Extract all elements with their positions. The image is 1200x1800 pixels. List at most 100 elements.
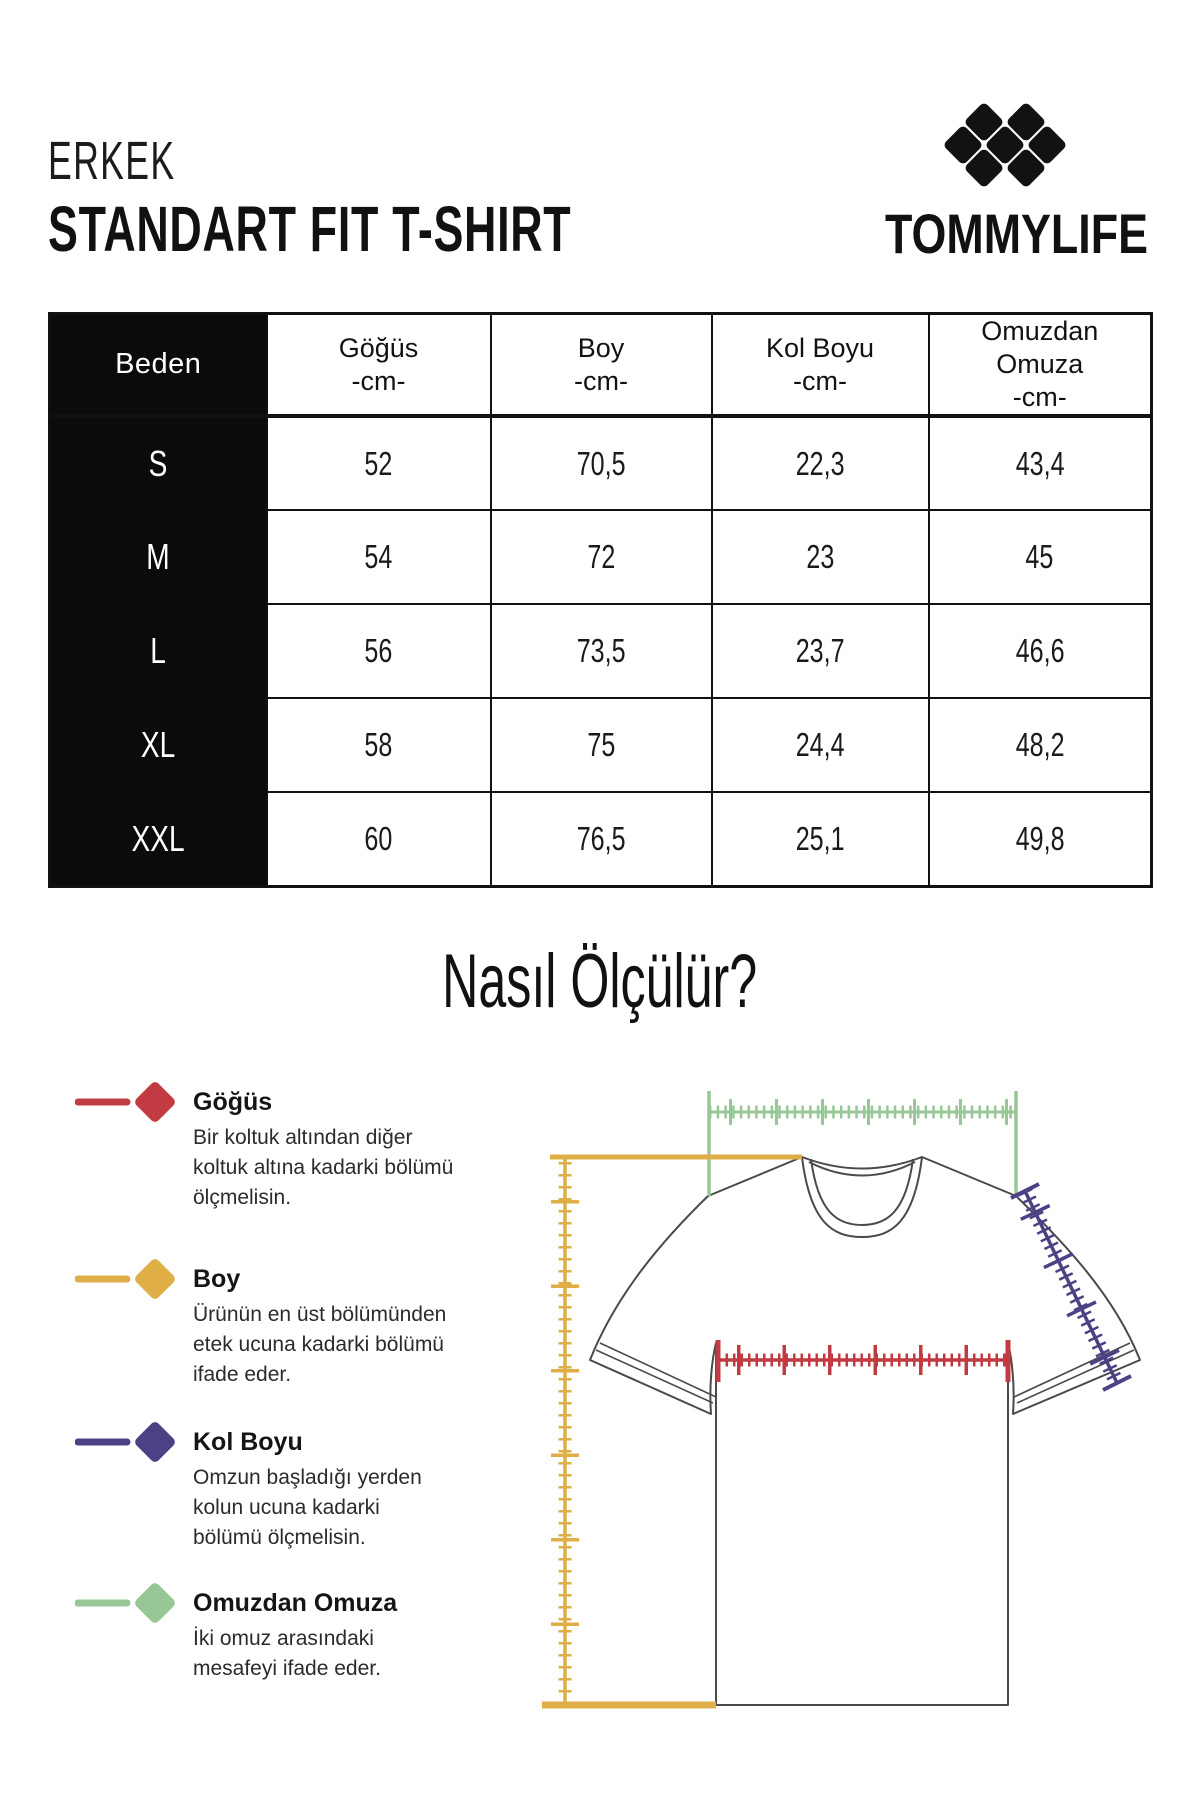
size-value: M xyxy=(146,536,170,577)
legend-item-length: Boy Ürünün en üst bölümünden etek ucuna … xyxy=(75,1259,495,1390)
sleeve-ruler xyxy=(1010,1182,1132,1392)
cell-value: 52 xyxy=(364,444,393,482)
cell-value: 22,3 xyxy=(795,444,845,482)
chest-diamond-icon xyxy=(75,1082,175,1122)
size-label: M xyxy=(48,509,268,605)
column-unit: -cm- xyxy=(351,365,406,396)
cell-value: 76,5 xyxy=(576,819,626,857)
category-title: ERKEK xyxy=(48,131,176,191)
size-label: XL xyxy=(48,697,268,793)
table-cell: 70,5 xyxy=(489,415,713,511)
column-label: Omuza xyxy=(996,349,1084,379)
table-cell: 23,7 xyxy=(710,603,930,699)
table-row: XXL 60 76,5 25,1 49,8 xyxy=(48,791,1153,887)
column-header-length: Boy -cm- xyxy=(489,312,713,418)
brand-block: TOMMYLIFE xyxy=(855,95,1155,266)
table-cell: 56 xyxy=(265,603,492,699)
measure-section: Nasıl Ölçülür? xyxy=(0,938,1200,1026)
size-value: L xyxy=(150,630,167,671)
column-unit: -cm- xyxy=(574,365,628,396)
cell-value: 49,8 xyxy=(1015,819,1065,857)
cell-value: 43,4 xyxy=(1015,444,1065,482)
table-cell: 22,3 xyxy=(710,415,930,511)
column-label: Boy xyxy=(577,332,625,363)
table-cell: 72 xyxy=(489,509,713,605)
chest-ruler xyxy=(715,1340,1011,1382)
table-cell: 48,2 xyxy=(927,697,1153,793)
size-label: L xyxy=(48,603,268,699)
cell-value: 73,5 xyxy=(576,632,626,669)
brand-name: TOMMYLIFE xyxy=(885,202,1148,265)
table-cell: 75 xyxy=(489,697,713,793)
legend-title: Göğüs xyxy=(193,1088,273,1116)
legend-description: Bir koltuk altından diğer koltuk altına … xyxy=(193,1126,454,1209)
cell-value: 54 xyxy=(364,538,393,575)
sleeve-diamond-icon xyxy=(75,1422,175,1462)
table-cell: 49,8 xyxy=(927,791,1153,887)
table-row: S 52 70,5 22,3 43,4 xyxy=(48,415,1153,511)
table-cell: 23 xyxy=(710,509,930,605)
table-row: M 54 72 23 45 xyxy=(48,509,1153,605)
cell-value: 70,5 xyxy=(576,444,626,482)
table-cell: 52 xyxy=(265,415,492,511)
cell-value: 48,2 xyxy=(1015,726,1065,763)
cell-value: 24,4 xyxy=(795,726,845,763)
table-cell: 45 xyxy=(927,509,1153,605)
legend-item-chest: Göğüs Bir koltuk altından diğer koltuk a… xyxy=(75,1082,495,1213)
size-value: S xyxy=(148,442,168,484)
table-cell: 25,1 xyxy=(710,791,930,887)
legend-title: Kol Boyu xyxy=(193,1428,303,1456)
legend-title: Omuzdan Omuza xyxy=(193,1589,398,1617)
table-cell: 58 xyxy=(265,697,492,793)
shoulder-diamond-icon xyxy=(75,1583,175,1623)
cell-value: 46,6 xyxy=(1015,632,1065,669)
table-cell: 54 xyxy=(265,509,492,605)
shoulder-ruler xyxy=(707,1091,1018,1196)
legend-item-sleeve: Kol Boyu Omzun başladığı yerden kolun uc… xyxy=(75,1422,495,1553)
column-header-shoulder: Omuzdan Omuza -cm- xyxy=(927,312,1153,418)
size-label: S xyxy=(48,415,268,511)
cell-value: 45 xyxy=(1025,538,1054,575)
cell-value: 72 xyxy=(587,538,615,575)
column-header-chest: Göğüs -cm- xyxy=(265,312,492,418)
size-value: XXL xyxy=(131,817,185,859)
length-ruler xyxy=(542,1154,802,1709)
table-cell: 24,4 xyxy=(710,697,930,793)
column-label: Göğüs xyxy=(338,332,419,363)
column-unit: -cm- xyxy=(793,365,847,396)
measure-legend: Göğüs Bir koltuk altından diğer koltuk a… xyxy=(75,1082,495,1684)
size-value: XL xyxy=(141,724,176,765)
cell-value: 23 xyxy=(806,538,834,575)
cell-value: 23,7 xyxy=(795,632,845,669)
column-unit: -cm- xyxy=(1012,382,1067,412)
column-label: Kol Boyu xyxy=(765,332,875,363)
legend-description: İki omuz arasındaki mesafeyi ifade eder. xyxy=(193,1627,381,1680)
cell-value: 75 xyxy=(587,726,615,763)
length-diamond-icon xyxy=(75,1259,175,1299)
cell-value: 60 xyxy=(364,819,393,857)
column-label: Omuzdan xyxy=(981,316,1099,346)
measure-title: Nasıl Ölçülür? xyxy=(442,939,758,1024)
cell-value: 58 xyxy=(364,726,393,763)
cell-value: 56 xyxy=(364,632,393,669)
size-label: XXL xyxy=(48,791,268,887)
tshirt-measurement-diagram xyxy=(542,1091,1141,1709)
product-title: STANDART FIT T-SHIRT xyxy=(48,193,572,265)
table-cell: 60 xyxy=(265,791,492,887)
size-table: Beden Göğüs -cm- Boy -cm- Kol Boyu -cm- … xyxy=(48,312,1153,888)
table-cell: 46,6 xyxy=(927,603,1153,699)
table-cell: 73,5 xyxy=(489,603,713,699)
table-cell: 43,4 xyxy=(927,415,1153,511)
brand-diamonds-logo-icon xyxy=(944,103,1066,187)
legend-description: Ürünün en üst bölümünden etek ucuna kada… xyxy=(193,1303,447,1386)
tshirt-outline xyxy=(589,1156,1141,1706)
cell-value: 25,1 xyxy=(795,819,845,857)
legend-title: Boy xyxy=(193,1265,241,1293)
table-row: L 56 73,5 23,7 46,6 xyxy=(48,603,1153,699)
table-cell: 76,5 xyxy=(489,791,713,887)
table-corner-label: Beden xyxy=(48,312,268,418)
legend-description: Omzun başladığı yerden kolun ucuna kadar… xyxy=(193,1466,422,1549)
legend-item-shoulder: Omuzdan Omuza İki omuz arasındaki mesafe… xyxy=(75,1583,495,1684)
size-table-header-row: Beden Göğüs -cm- Boy -cm- Kol Boyu -cm- … xyxy=(48,312,1153,418)
